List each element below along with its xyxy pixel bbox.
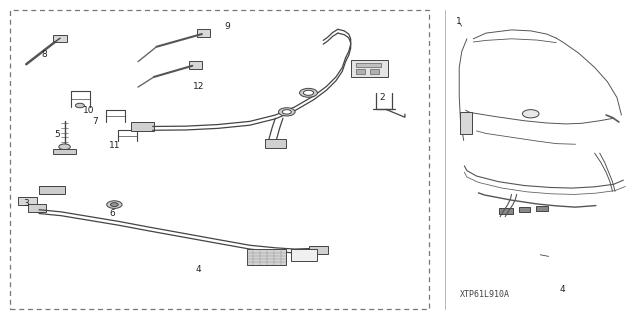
- Bar: [309, 246, 328, 255]
- Bar: [197, 29, 210, 37]
- Bar: [370, 69, 379, 74]
- Circle shape: [300, 88, 317, 97]
- Bar: [499, 208, 513, 214]
- Circle shape: [59, 144, 70, 150]
- Text: 4: 4: [560, 285, 566, 294]
- Bar: [10, 10, 429, 309]
- Text: 8: 8: [41, 50, 47, 59]
- Bar: [351, 60, 388, 77]
- Bar: [291, 249, 317, 261]
- Text: 5: 5: [54, 130, 60, 138]
- Bar: [246, 249, 286, 265]
- Bar: [18, 197, 37, 204]
- Bar: [265, 139, 285, 148]
- Circle shape: [282, 110, 291, 114]
- Text: 3: 3: [24, 199, 29, 208]
- Bar: [189, 61, 202, 69]
- Bar: [131, 122, 154, 131]
- Bar: [356, 69, 365, 74]
- Text: 9: 9: [225, 22, 230, 31]
- Text: 6: 6: [109, 209, 115, 218]
- Bar: [356, 63, 381, 67]
- Text: 4: 4: [196, 264, 202, 274]
- Bar: [53, 149, 76, 154]
- Bar: [536, 206, 548, 211]
- Bar: [28, 204, 46, 212]
- Circle shape: [76, 103, 84, 108]
- Circle shape: [107, 201, 122, 208]
- Circle shape: [278, 108, 295, 116]
- Circle shape: [111, 203, 118, 206]
- Text: 7: 7: [92, 117, 98, 126]
- Bar: [53, 35, 67, 42]
- Text: 10: 10: [83, 106, 95, 115]
- Text: 2: 2: [380, 93, 385, 102]
- Circle shape: [522, 110, 539, 118]
- Circle shape: [303, 90, 314, 95]
- Text: 11: 11: [109, 141, 120, 150]
- Text: 1: 1: [456, 17, 462, 26]
- Text: 12: 12: [193, 82, 204, 91]
- Text: XTP61L910A: XTP61L910A: [460, 290, 510, 299]
- Bar: [518, 207, 530, 212]
- Bar: [461, 112, 472, 134]
- Bar: [39, 186, 65, 195]
